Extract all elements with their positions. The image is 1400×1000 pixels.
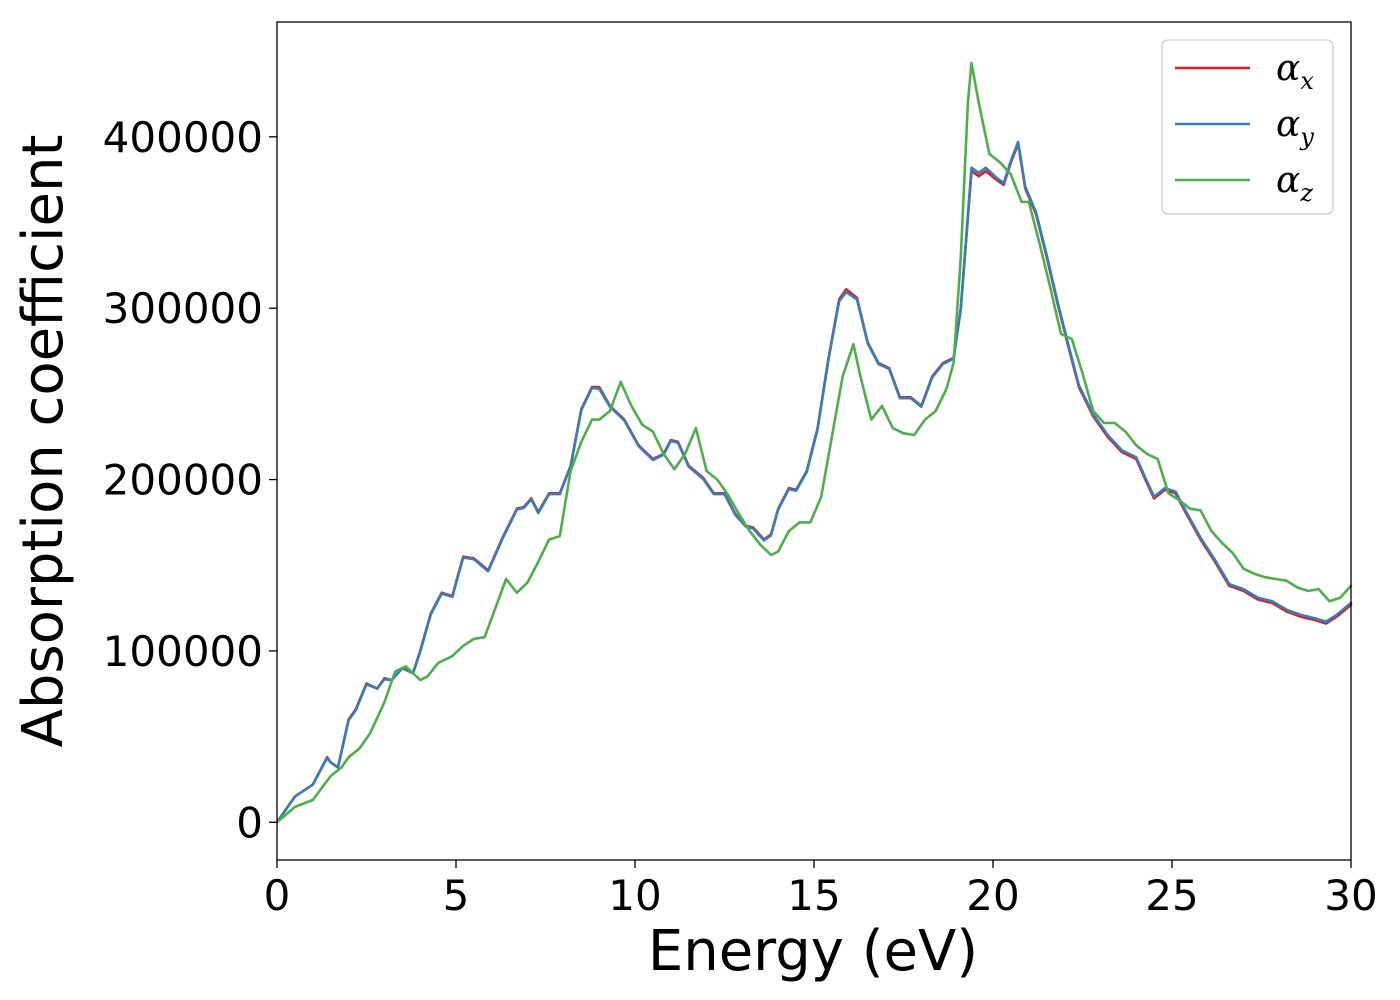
series-layer: [275, 61, 1353, 824]
axes-layer: 0 5 10 15 20 25 30 0 100000 200000 300000 400000: [103, 21, 1378, 920]
x-axis-label: Energy (eV): [648, 919, 978, 984]
y-tick-label: 400000: [103, 113, 263, 162]
legend-subscript: x: [1300, 67, 1314, 95]
legend-label-alpha-x: αx: [1276, 48, 1314, 95]
y-tick-label: 200000: [103, 456, 263, 505]
legend-box: [1161, 39, 1334, 215]
series-line-alpha-z: [275, 61, 1353, 824]
x-tick-label: 20: [966, 871, 1019, 920]
x-tick-label: 15: [787, 871, 840, 920]
y-tick-label: 300000: [103, 284, 263, 333]
x-tick-label: 25: [1145, 871, 1198, 920]
series-line-alpha-x: [275, 142, 1353, 824]
legend-subscript: y: [1299, 123, 1314, 151]
series-line-alpha-y: [275, 140, 1353, 824]
y-tick-label: 0: [236, 798, 263, 847]
x-tick-label: 5: [443, 871, 470, 920]
y-axis-label: Absorption coefficient: [11, 135, 76, 748]
legend-subscript: z: [1299, 179, 1313, 207]
x-tick-label: 30: [1324, 871, 1377, 920]
x-tick-label: 10: [608, 871, 661, 920]
x-tick-label: 0: [264, 871, 291, 920]
y-tick-label: 100000: [103, 627, 263, 676]
